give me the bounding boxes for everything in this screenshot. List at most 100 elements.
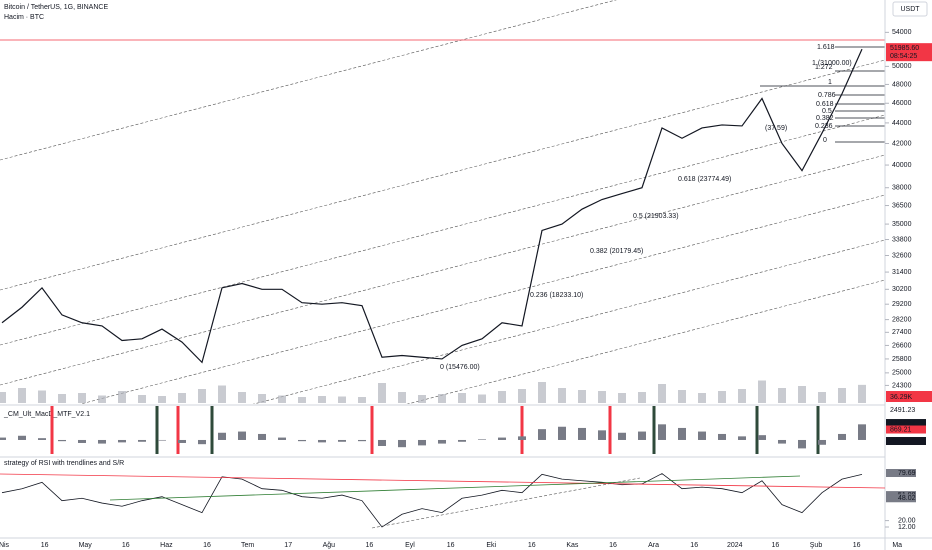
time-label: 16 [366, 542, 374, 549]
time-label: 16 [772, 542, 780, 549]
macd-bar [318, 439, 326, 443]
volume-title: Hacim · BTC [4, 14, 44, 21]
time-label: 16 [122, 542, 130, 549]
macd-bar [18, 435, 26, 440]
time-label: 16 [203, 542, 211, 549]
volume-last-box [886, 391, 932, 402]
trendline [0, 473, 886, 489]
last-price-box [886, 43, 932, 62]
y-tick-label: 32600 [892, 252, 912, 259]
rsi-tick-label: 20.00 [898, 517, 916, 524]
macd-bar [78, 439, 86, 443]
volume-bar [18, 388, 26, 403]
volume-bar [398, 392, 406, 403]
time-label: 16 [41, 542, 49, 549]
y-tick-label: 28200 [892, 316, 912, 323]
volume-bar [218, 385, 226, 403]
signal-marker [176, 406, 180, 454]
macd-bar [118, 439, 126, 443]
macd-bar [198, 439, 206, 445]
macd-bar [418, 439, 426, 446]
volume-bar [658, 384, 666, 403]
time-label: 16 [690, 542, 698, 549]
y-tick-label: 54000 [892, 29, 912, 36]
fib-label: (37.59) [765, 125, 787, 132]
volume-bar [198, 389, 206, 403]
volume-bar [518, 389, 526, 403]
fib-label: 0.5 (21903.33) [633, 213, 679, 220]
currency-button[interactable] [892, 1, 928, 17]
macd-bar [178, 439, 186, 443]
macd-bar [158, 439, 166, 441]
volume-bar [858, 384, 866, 403]
signal-marker [520, 406, 524, 454]
fib-label: 1.272 [815, 64, 833, 71]
signal-marker [816, 406, 820, 454]
volume-bar [818, 392, 826, 403]
y-tick-label: 42000 [892, 140, 912, 147]
axis-badge [886, 494, 916, 503]
y-tick-label: 38000 [892, 185, 912, 192]
volume-bar [678, 390, 686, 403]
macd-bar [478, 439, 486, 440]
volume-last: 36.29K [890, 394, 913, 401]
fib-label: 0.618 (23774.49) [678, 176, 731, 183]
fib-label: 0.786 [818, 92, 836, 99]
macd-bar [398, 439, 406, 448]
axis-badge [886, 469, 916, 478]
macd-bar [218, 432, 226, 440]
fib-label: 0.382 (20179.45) [590, 248, 643, 255]
y-tick-label: 26600 [892, 342, 912, 349]
macd-bar [258, 433, 266, 440]
rsi-title: strategy of RSI with trendlines and S/R [4, 460, 124, 467]
volume-bar [378, 383, 386, 403]
signal-marker [755, 406, 759, 454]
volume-bar [638, 392, 646, 403]
volume-bar [58, 394, 66, 403]
signal-marker [210, 406, 214, 454]
volume-bar [418, 395, 426, 403]
y-tick-label: 48000 [892, 81, 912, 88]
y-tick-label: 35000 [892, 221, 912, 228]
time-label: Kas [566, 542, 579, 549]
volume-bar [318, 396, 326, 403]
currency[interactable]: USDT [900, 6, 920, 13]
fib-label: 0.5 [822, 108, 832, 115]
fib-label: 1.618 [817, 44, 835, 51]
volume-bar [38, 390, 46, 403]
volume-bar [0, 392, 6, 403]
countdown: 08:54:25 [890, 53, 917, 60]
rsi-line [1, 473, 863, 528]
time-label: Haz [160, 542, 173, 549]
y-tick-label: 29200 [892, 301, 912, 308]
y-tick-label: 46000 [892, 100, 912, 107]
volume-bar [798, 386, 806, 403]
time-label: Tem [241, 542, 254, 549]
macd-bar [558, 426, 566, 440]
macd-tick-label: -85.34 [890, 438, 910, 445]
macd-title: _CM_Ult_MacD_MTF_V2.1 [3, 411, 90, 418]
macd-bar [138, 439, 146, 442]
y-tick-label: 25000 [892, 370, 912, 377]
y-tick-label: 24300 [892, 382, 912, 389]
volume-bar [478, 394, 486, 403]
y-tick-label: 30200 [892, 286, 912, 293]
y-tick-label: 25800 [892, 356, 912, 363]
volume-bar [558, 388, 566, 403]
macd-bar [738, 436, 746, 440]
macd-bar [798, 439, 806, 449]
macd-bar [98, 439, 106, 444]
rsi-tick-label: 12.00 [898, 524, 916, 531]
fib-label: 1 (31000.00) [812, 60, 852, 67]
volume-bar [538, 382, 546, 403]
macd-bar [618, 432, 626, 440]
signal-marker [50, 406, 54, 454]
macd-bar [438, 439, 446, 444]
macd-bar [238, 431, 246, 440]
macd-bar [758, 435, 766, 440]
time-label: 2024 [727, 542, 743, 549]
fib-lines [760, 46, 885, 143]
y-tick-label: 44000 [892, 120, 912, 127]
signal-marker [155, 406, 159, 454]
